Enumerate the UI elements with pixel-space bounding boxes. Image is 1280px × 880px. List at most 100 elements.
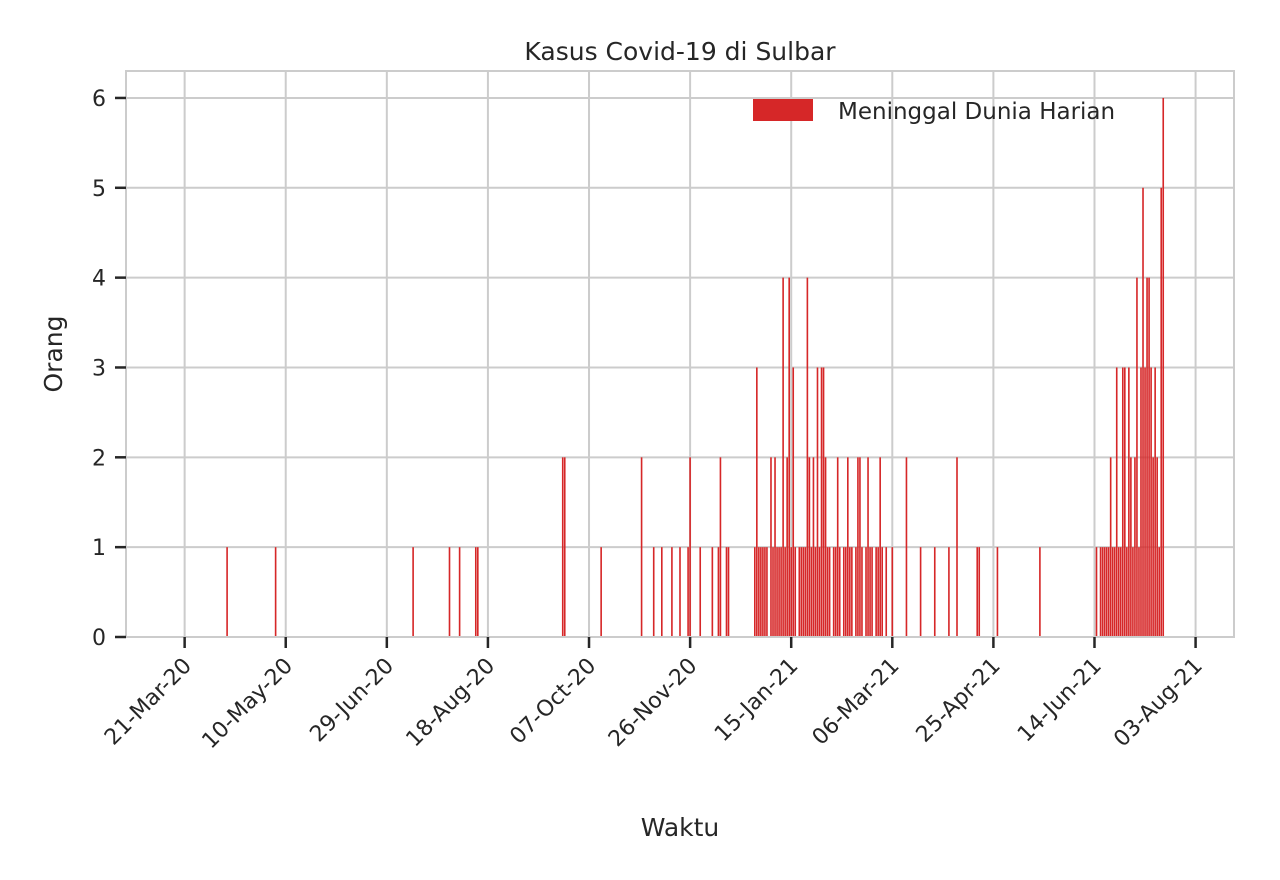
bar <box>778 547 780 637</box>
x-tick-label: 06-Mar-21 <box>808 654 905 751</box>
bar <box>836 457 839 637</box>
bar <box>717 547 720 637</box>
bar <box>792 367 795 637</box>
bar <box>790 547 793 637</box>
bar <box>816 367 819 637</box>
bar <box>477 547 479 637</box>
bar <box>1136 277 1138 637</box>
bar <box>794 547 797 637</box>
bar <box>687 547 689 637</box>
chart-title: Kasus Covid-19 di Sulbar <box>524 37 836 66</box>
bar <box>756 367 758 637</box>
bar <box>1124 367 1126 637</box>
bar <box>832 547 835 637</box>
bar <box>689 457 691 637</box>
y-tick-label: 0 <box>92 626 106 651</box>
bar <box>976 547 979 637</box>
bar <box>842 547 845 637</box>
y-tick-label: 2 <box>92 446 106 471</box>
bar <box>1138 547 1140 637</box>
y-tick-label: 4 <box>92 267 106 292</box>
bar <box>600 547 602 637</box>
bar <box>828 547 831 637</box>
bar <box>699 547 702 637</box>
bar <box>1109 457 1112 637</box>
y-tick-label: 5 <box>92 177 106 202</box>
grid-lines <box>126 71 1234 638</box>
bar <box>640 457 643 637</box>
bar <box>671 547 673 637</box>
bar <box>810 547 813 637</box>
bar <box>919 547 922 637</box>
bar <box>772 547 774 637</box>
bar <box>881 547 883 637</box>
bar <box>855 547 857 637</box>
legend: Meninggal Dunia Harian <box>753 99 1115 125</box>
bar <box>879 457 881 637</box>
y-tick-label: 1 <box>92 536 106 561</box>
bar <box>867 457 869 637</box>
bar <box>826 547 829 637</box>
x-tick-label: 15-Jan-21 <box>710 654 803 747</box>
bar <box>725 547 728 637</box>
bar <box>1150 367 1152 637</box>
bar <box>1146 277 1148 637</box>
bar <box>758 547 760 637</box>
bar <box>1121 367 1124 637</box>
bar <box>760 547 762 637</box>
bar <box>956 457 958 637</box>
x-axis-title: Waktu <box>641 813 720 842</box>
x-tick-label: 03-Aug-21 <box>1109 654 1208 753</box>
bar <box>1039 547 1041 637</box>
bar <box>838 547 841 637</box>
bar <box>877 547 879 637</box>
bar <box>905 457 908 637</box>
x-tick-label: 25-Apr-21 <box>912 654 1006 748</box>
bar <box>800 547 803 637</box>
bar <box>1105 547 1108 637</box>
bar <box>844 547 847 637</box>
bar <box>652 547 655 637</box>
bar <box>1130 457 1132 637</box>
bar <box>822 367 825 637</box>
bar <box>1101 547 1104 637</box>
x-tick-label: 26-Nov-20 <box>604 654 702 752</box>
bar <box>1113 547 1116 637</box>
bar <box>824 457 827 637</box>
bar <box>847 457 849 637</box>
bar <box>996 547 999 637</box>
bar <box>871 547 873 637</box>
bar <box>762 547 764 637</box>
bar <box>1119 547 1122 637</box>
bars <box>226 97 1165 638</box>
bar <box>1117 547 1120 637</box>
bar <box>561 457 564 637</box>
bar <box>849 547 851 637</box>
bar <box>1160 187 1163 638</box>
legend-swatch <box>753 99 813 121</box>
bar <box>1162 97 1165 637</box>
y-tick-label: 3 <box>92 356 106 381</box>
bar <box>770 457 772 637</box>
bar <box>1111 547 1114 637</box>
bar <box>1107 547 1110 637</box>
bar <box>727 547 730 637</box>
bar <box>412 547 414 637</box>
legend-label: Meninggal Dunia Harian <box>838 99 1115 125</box>
x-tick-label: 18-Aug-20 <box>402 654 501 753</box>
bar <box>754 547 756 637</box>
x-tick-label: 14-Jun-21 <box>1013 654 1107 748</box>
bar <box>798 547 801 637</box>
bar <box>814 547 817 637</box>
bar <box>820 367 823 637</box>
bar <box>865 547 867 637</box>
bar <box>764 547 766 637</box>
bar <box>1132 547 1134 637</box>
bar <box>1134 457 1136 637</box>
bar <box>1158 547 1160 637</box>
bar <box>766 547 768 637</box>
bar <box>808 457 811 637</box>
bar <box>812 457 815 637</box>
